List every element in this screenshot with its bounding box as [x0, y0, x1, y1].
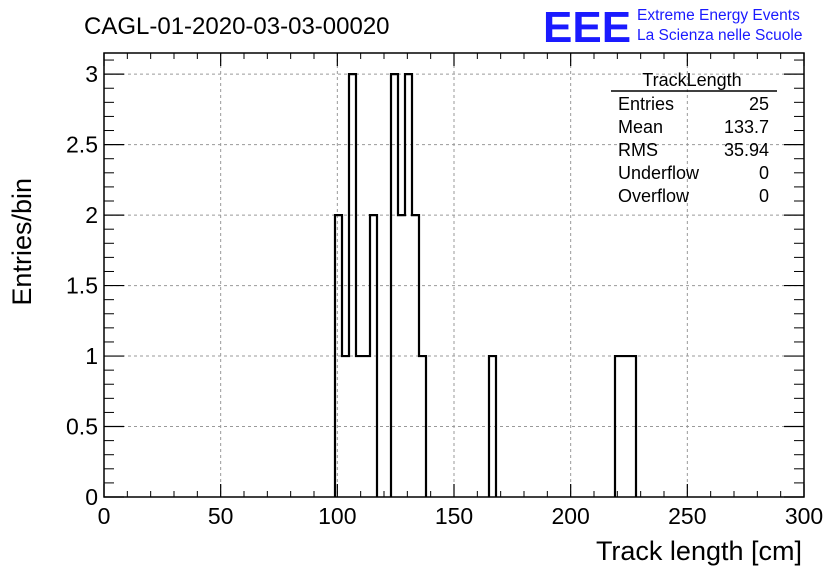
y-tick-labels: 0 0.5 1 1.5 2 2.5 3: [66, 61, 98, 510]
stats-value: 35.94: [724, 140, 769, 160]
run-title: CAGL-01-2020-03-03-00020: [84, 13, 390, 40]
stats-label: Mean: [618, 117, 663, 137]
y-tick-label: 1.5: [66, 273, 98, 299]
eee-logo: EEE: [543, 3, 631, 52]
y-tick-label: 3: [85, 61, 98, 87]
y-tick-label: 0: [85, 484, 98, 510]
x-tick-label: 50: [208, 503, 234, 529]
stats-label: Entries: [618, 94, 674, 114]
x-tick-label: 250: [668, 503, 706, 529]
stats-label: Overflow: [618, 186, 690, 206]
histogram-series: [333, 73, 638, 497]
x-tick-label: 100: [318, 503, 356, 529]
stats-label: Underflow: [618, 163, 700, 183]
x-tick-label: 200: [551, 503, 589, 529]
stats-value: 0: [759, 163, 769, 183]
histogram-outline: [333, 73, 638, 497]
stats-title: TrackLength: [642, 70, 741, 90]
logo-line-2: La Scienza nelle Scuole: [637, 27, 802, 44]
x-tick-label: 150: [435, 503, 473, 529]
y-tick-label: 1: [85, 343, 98, 369]
grid: [104, 53, 804, 497]
stats-label: RMS: [618, 140, 658, 160]
x-axis-title: Track length [cm]: [596, 536, 802, 566]
axis-ticks: [103, 53, 805, 498]
stats-value: 25: [749, 94, 769, 114]
y-tick-label: 0.5: [66, 414, 98, 440]
logo-line-1: Extreme Energy Events: [637, 7, 800, 24]
x-tick-label: 0: [98, 503, 111, 529]
x-tick-labels: 0 50 100 150 200 250 300: [98, 503, 824, 529]
stats-value: 0: [759, 186, 769, 206]
y-axis-title: Entries/bin: [7, 178, 37, 306]
y-tick-label: 2: [85, 202, 98, 228]
y-tick-label: 2.5: [66, 132, 98, 158]
stats-box: TrackLength Entries 25 Mean 133.7 RMS 35.94 Un…: [611, 70, 777, 206]
stats-rows: Entries 25 Mean 133.7 RMS 35.94 Underflow 0 Over…: [618, 94, 769, 206]
x-tick-label: 300: [785, 503, 823, 529]
stats-value: 133.7: [724, 117, 769, 137]
